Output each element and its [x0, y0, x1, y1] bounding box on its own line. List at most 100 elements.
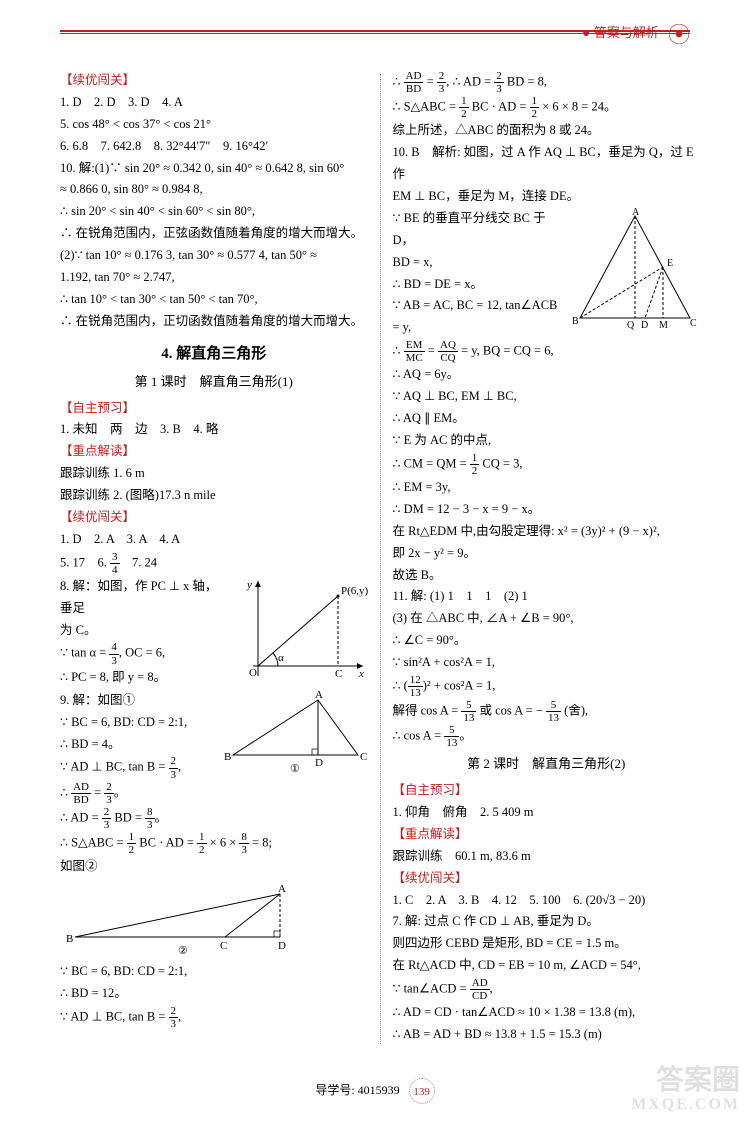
footer-code: 导学号: 4015939 [315, 1083, 399, 1097]
text-line: 1. D 2. A 3. A 4. A [60, 529, 368, 551]
fraction: 23 [104, 781, 114, 806]
text: ∵ tan α = [60, 646, 109, 660]
text-line: ∵ AD ⊥ BC, tan B = 23, [60, 1005, 368, 1030]
svg-text:P(6,y): P(6,y) [341, 585, 368, 597]
heading: 【重点解读】 [60, 441, 368, 463]
text: BD = [111, 810, 145, 824]
text: = [423, 74, 436, 88]
text-line: ∴ tan 10° < tan 30° < tan 50° < tan 70°, [60, 289, 368, 311]
text-line: 1. D 2. D 3. D 4. A [60, 92, 368, 114]
section-title: 4. 解直角三角形 [60, 341, 368, 367]
svg-text:D: D [315, 757, 323, 769]
fraction: 12 [470, 452, 480, 477]
content-area: 【续优闯关】 1. D 2. D 3. D 4. A 5. cos 48° < … [0, 60, 750, 1046]
text-line: ∴ sin 20° < sin 40° < sin 60° < sin 80°, [60, 201, 368, 223]
svg-text:B: B [224, 751, 231, 763]
text: ∴ cos A = [393, 729, 445, 743]
fraction: 43 [109, 641, 119, 666]
text-line: ∴ ∠C = 90°。 [393, 630, 701, 652]
text: 解得 cos A = [393, 704, 462, 718]
text: 5. 17 6. [60, 555, 110, 569]
fraction: 12 [197, 831, 207, 856]
text-line: ∴ BD = 12。 [60, 983, 368, 1005]
fraction: 513 [461, 699, 476, 724]
fraction: 23 [169, 755, 179, 780]
svg-text:C: C [220, 940, 227, 952]
svg-text:C: C [690, 318, 697, 329]
fraction: 12 [459, 95, 469, 120]
text-line: 10. 解:(1)∵ sin 20° ≈ 0.342 0, sin 40° ≈ … [60, 158, 368, 180]
right-column: ∴ ADBD = 23, ∴ AD = 23 BD = 8, ∴ S△ABC =… [381, 70, 701, 1046]
text-line: ∴ CM = QM = 12 CQ = 3, [393, 452, 701, 477]
sub-title: 第 2 课时 解直角三角形(2) [393, 753, 701, 776]
text-line: ∴ AD = CD · tan∠ACD ≈ 10 × 1.38 = 13.8 (… [393, 1002, 701, 1024]
heading: 【续优闯关】 [60, 507, 368, 529]
text-line: (3) 在 △ABC 中, ∠A + ∠B = 90°, [393, 608, 701, 630]
svg-text:y: y [246, 579, 252, 591]
watermark-text: 答案圈 [631, 1066, 740, 1097]
svg-text:M: M [659, 320, 668, 331]
header-title: 答案与解析 [594, 25, 659, 40]
text: 。 [114, 785, 127, 799]
text-line: 5. cos 48° < cos 37° < cos 21° [60, 114, 368, 136]
fraction: ADBD [404, 70, 424, 95]
text-line: ∴ AB = AD + BD ≈ 13.8 + 1.5 = 15.3 (m) [393, 1024, 701, 1046]
text-line: ∵ E 为 AC 的中点, [393, 430, 701, 452]
text-line: 在 Rt△ACD 中, CD = EB = 10 m, ∠ACD = 54°, [393, 955, 701, 977]
fraction: ADCD [470, 977, 490, 1002]
text: , [178, 760, 181, 774]
text-line: 在 Rt△EDM 中,由勾股定理得: x² = (3y)² + (9 − x)²… [393, 521, 701, 543]
text: ∴ [393, 344, 404, 358]
text: ∴ AD = [60, 810, 102, 824]
svg-text:A: A [632, 208, 640, 218]
text: 。 [459, 729, 472, 743]
text-line: ∴ AQ ∥ EM。 [393, 408, 701, 430]
text-line: 1. 仰角 俯角 2. 5 409 m [393, 802, 701, 824]
svg-text:E: E [667, 258, 673, 269]
heading: 【续优闯关】 [60, 70, 368, 92]
left-column: 【续优闯关】 1. D 2. D 3. D 4. A 5. cos 48° < … [60, 70, 380, 1046]
text-line: 6. 6.8 7. 642.8 8. 32°44′7″ 9. 16°42′ [60, 136, 368, 158]
text: ∴ [60, 785, 71, 799]
svg-text:x: x [358, 668, 364, 680]
text-line: ∴ EMMC = AQCQ = y, BQ = CQ = 6, [393, 339, 701, 364]
text: , ∴ AD = [446, 74, 494, 88]
text: ∵ AD ⊥ BC, tan B = [60, 760, 169, 774]
text: 。 [155, 810, 168, 824]
text: , [490, 982, 493, 996]
text: BC · AD = [136, 835, 197, 849]
text-line: 跟踪训练 60.1 m, 83.6 m [393, 846, 701, 868]
text-line: ∴ AQ = 6y。 [393, 364, 701, 386]
fraction: 513 [444, 724, 459, 749]
header-title-group: ● 答案与解析 [582, 22, 690, 45]
fraction: 12 [127, 831, 137, 856]
svg-text:C: C [360, 751, 367, 763]
text-line: 解得 cos A = 513 或 cos A = − 513 (舍), [393, 699, 701, 724]
text: CQ = 3, [479, 456, 522, 470]
page-number: 139 [409, 1078, 435, 1104]
text-line: 1. C 2. A 3. B 4. 12 5. 100 6. (20√3 − 2… [393, 890, 701, 912]
text-line: ∴ (1213)² + cos²A = 1, [393, 674, 701, 699]
text-line: ∴ AD = 23 BD = 83。 [60, 806, 368, 831]
svg-text:α: α [278, 652, 284, 664]
fraction: 1213 [408, 674, 423, 699]
text-line: 1.192, tan 70° ≈ 2.747, [60, 267, 368, 289]
text-line: ∴ ADBD = 23。 [60, 781, 368, 806]
text: BD = 8, [504, 74, 547, 88]
text: ∵ tan∠ACD = [393, 982, 470, 996]
svg-text:A: A [278, 883, 286, 895]
text: ∴ S△ABC = [393, 100, 460, 114]
fraction: ADBD [71, 781, 91, 806]
figure-coordinate: P(6,y) O C x y α [233, 576, 368, 686]
svg-text:C: C [335, 668, 342, 680]
fraction: EMMC [404, 339, 425, 364]
text: = [425, 344, 438, 358]
fraction: 83 [239, 831, 249, 856]
text-line: ∴ ADBD = 23, ∴ AD = 23 BD = 8, [393, 70, 701, 95]
text-line: 则四边形 CEBD 是矩形, BD = CE = 1.5 m。 [393, 933, 701, 955]
text-line: ∴ 在锐角范围内，正弦函数值随着角度的增大而增大。 [60, 223, 368, 245]
text-line: 10. B 解析: 如图，过 A 作 AQ ⊥ BC，垂足为 Q，过 E 作 [393, 142, 701, 186]
svg-text:①: ① [290, 763, 300, 775]
text: × 6 × 8 = 24。 [539, 100, 616, 114]
text: (舍), [561, 704, 588, 718]
